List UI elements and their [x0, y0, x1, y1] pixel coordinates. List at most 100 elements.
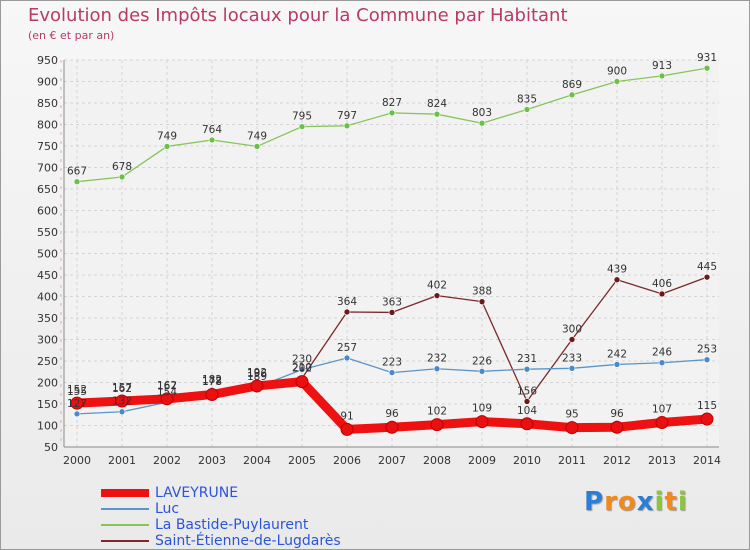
- y-tick-label: 750: [37, 140, 58, 153]
- data-point-la-bastide-puylaurent: [568, 91, 576, 99]
- y-tick-label: 100: [37, 420, 58, 433]
- data-point-luc: [388, 369, 396, 376]
- legend-item-la-bastide: La Bastide-Puylaurent: [101, 517, 421, 533]
- data-label-la-bastide-puylaurent: 795: [292, 111, 312, 123]
- data-label-la-bastide-puylaurent: 797: [337, 110, 357, 122]
- x-tick-label: 2014: [693, 454, 721, 467]
- logo-letter: i: [677, 487, 688, 517]
- y-tick-label: 800: [37, 119, 58, 132]
- legend-label-luc: Luc: [155, 501, 180, 517]
- chart-subtitle: (en € et par an): [28, 29, 115, 42]
- data-label-laveyrune: 162: [157, 380, 177, 392]
- y-tick-label: 300: [37, 334, 58, 347]
- data-point-saint-etienne-de-lugdares: [568, 336, 576, 343]
- data-label-la-bastide-puylaurent: 900: [607, 66, 627, 78]
- y-tick-label: 950: [37, 54, 58, 67]
- line-chart: 50 100 150 200 250 300 350 400 450 500 550 600 650 70…: [37, 52, 721, 467]
- y-tick-label: 600: [37, 205, 58, 218]
- data-label-la-bastide-puylaurent: 869: [562, 79, 582, 91]
- legend-swatch-laveyrune: [101, 489, 149, 497]
- data-point-la-bastide-puylaurent: [703, 64, 711, 72]
- data-point-saint-etienne-de-lugdares: [478, 298, 486, 305]
- data-label-la-bastide-puylaurent: 824: [427, 98, 447, 110]
- data-label-laveyrune: 152: [67, 384, 87, 396]
- data-point-luc: [613, 361, 621, 368]
- data-point-luc: [343, 354, 351, 362]
- data-label-luc: 226: [472, 355, 492, 367]
- x-tick-label: 2012: [603, 454, 631, 467]
- data-label-luc: 257: [337, 342, 357, 354]
- data-label-laveyrune: 157: [112, 382, 132, 394]
- data-point-saint-etienne-de-lugdares: [343, 308, 351, 316]
- data-point-laveyrune: [205, 388, 219, 402]
- data-point-luc: [568, 365, 576, 372]
- data-label-saint-etienne-de-lugdares: 156: [517, 385, 537, 397]
- logo-letter: o: [617, 487, 637, 517]
- data-point-saint-etienne-de-lugdares: [703, 273, 711, 281]
- data-label-luc: 223: [382, 357, 402, 369]
- x-tick-label: 2003: [198, 454, 226, 467]
- data-point-luc: [298, 366, 306, 373]
- data-point-saint-etienne-de-lugdares: [388, 309, 396, 316]
- data-label-laveyrune: 96: [610, 408, 624, 420]
- data-label-luc: 127: [67, 398, 87, 410]
- data-label-la-bastide-puylaurent: 667: [67, 166, 87, 178]
- chart-title: Evolution des Impôts locaux pour la Comm…: [28, 5, 568, 26]
- data-label-luc: 231: [517, 353, 537, 365]
- legend-label-saint-etienne: Saint-Étienne-de-Lugdarès: [155, 533, 341, 549]
- y-tick-label: 850: [37, 97, 58, 110]
- data-point-laveyrune: [70, 396, 84, 410]
- legend-swatch-saint-etienne: [101, 540, 149, 542]
- y-tick-label: 550: [37, 226, 58, 239]
- logo-letter: P: [584, 487, 605, 517]
- x-tick-label: 2006: [333, 454, 361, 467]
- y-tick-label: 400: [37, 291, 58, 304]
- data-label-la-bastide-puylaurent: 827: [382, 97, 402, 109]
- logo-letter: t: [664, 487, 678, 517]
- data-label-luc: 182: [202, 374, 222, 386]
- data-label-la-bastide-puylaurent: 803: [472, 107, 492, 119]
- data-label-luc: 233: [562, 352, 582, 364]
- data-label-luc: 230: [292, 354, 312, 366]
- data-point-la-bastide-puylaurent: [73, 178, 81, 185]
- data-point-la-bastide-puylaurent: [163, 143, 171, 150]
- data-point-saint-etienne-de-lugdares: [523, 398, 531, 405]
- data-label-la-bastide-puylaurent: 913: [652, 60, 672, 72]
- y-tick-label: 500: [37, 248, 58, 261]
- data-label-la-bastide-puylaurent: 678: [112, 161, 132, 173]
- data-point-la-bastide-puylaurent: [208, 136, 216, 144]
- x-tick-label: 2009: [468, 454, 496, 467]
- data-point-luc: [523, 365, 531, 373]
- legend-item-luc: Luc: [101, 501, 421, 517]
- data-point-la-bastide-puylaurent: [433, 110, 441, 118]
- data-point-luc: [433, 365, 441, 373]
- data-point-laveyrune: [430, 418, 444, 432]
- data-point-luc: [73, 410, 81, 418]
- data-label-la-bastide-puylaurent: 764: [202, 124, 222, 136]
- data-point-laveyrune: [295, 375, 309, 389]
- data-label-laveyrune: 95: [565, 409, 578, 421]
- legend-item-saint-etienne: Saint-Étienne-de-Lugdarès: [101, 533, 421, 549]
- data-label-saint-etienne-de-lugdares: 363: [382, 296, 402, 308]
- data-point-saint-etienne-de-lugdares: [433, 292, 441, 299]
- data-label-luc: 242: [607, 348, 627, 360]
- data-point-laveyrune: [340, 422, 354, 436]
- x-tick-label: 2002: [153, 454, 181, 467]
- data-label-saint-etienne-de-lugdares: 210: [292, 362, 312, 374]
- data-point-laveyrune: [475, 415, 489, 429]
- data-label-laveyrune: 104: [517, 405, 537, 417]
- x-tick-label: 2013: [648, 454, 676, 467]
- data-label-saint-etienne-de-lugdares: 162: [112, 383, 132, 395]
- legend-item-laveyrune: LAVEYRUNE: [101, 485, 421, 501]
- data-label-laveyrune: 107: [652, 403, 672, 415]
- data-point-la-bastide-puylaurent: [478, 119, 486, 127]
- data-point-la-bastide-puylaurent: [343, 122, 351, 130]
- x-tick-label: 2005: [288, 454, 316, 467]
- data-label-la-bastide-puylaurent: 835: [517, 93, 537, 105]
- legend-swatch-la-bastide: [101, 524, 149, 526]
- axis-layer: 50 100 150 200 250 300 350 400 450 500 550 600 650 70…: [37, 54, 721, 467]
- data-label-saint-etienne-de-lugdares: 196: [247, 368, 267, 380]
- data-point-luc: [118, 408, 126, 416]
- x-tick-label: 2000: [63, 454, 91, 467]
- data-label-luc: 253: [697, 344, 717, 356]
